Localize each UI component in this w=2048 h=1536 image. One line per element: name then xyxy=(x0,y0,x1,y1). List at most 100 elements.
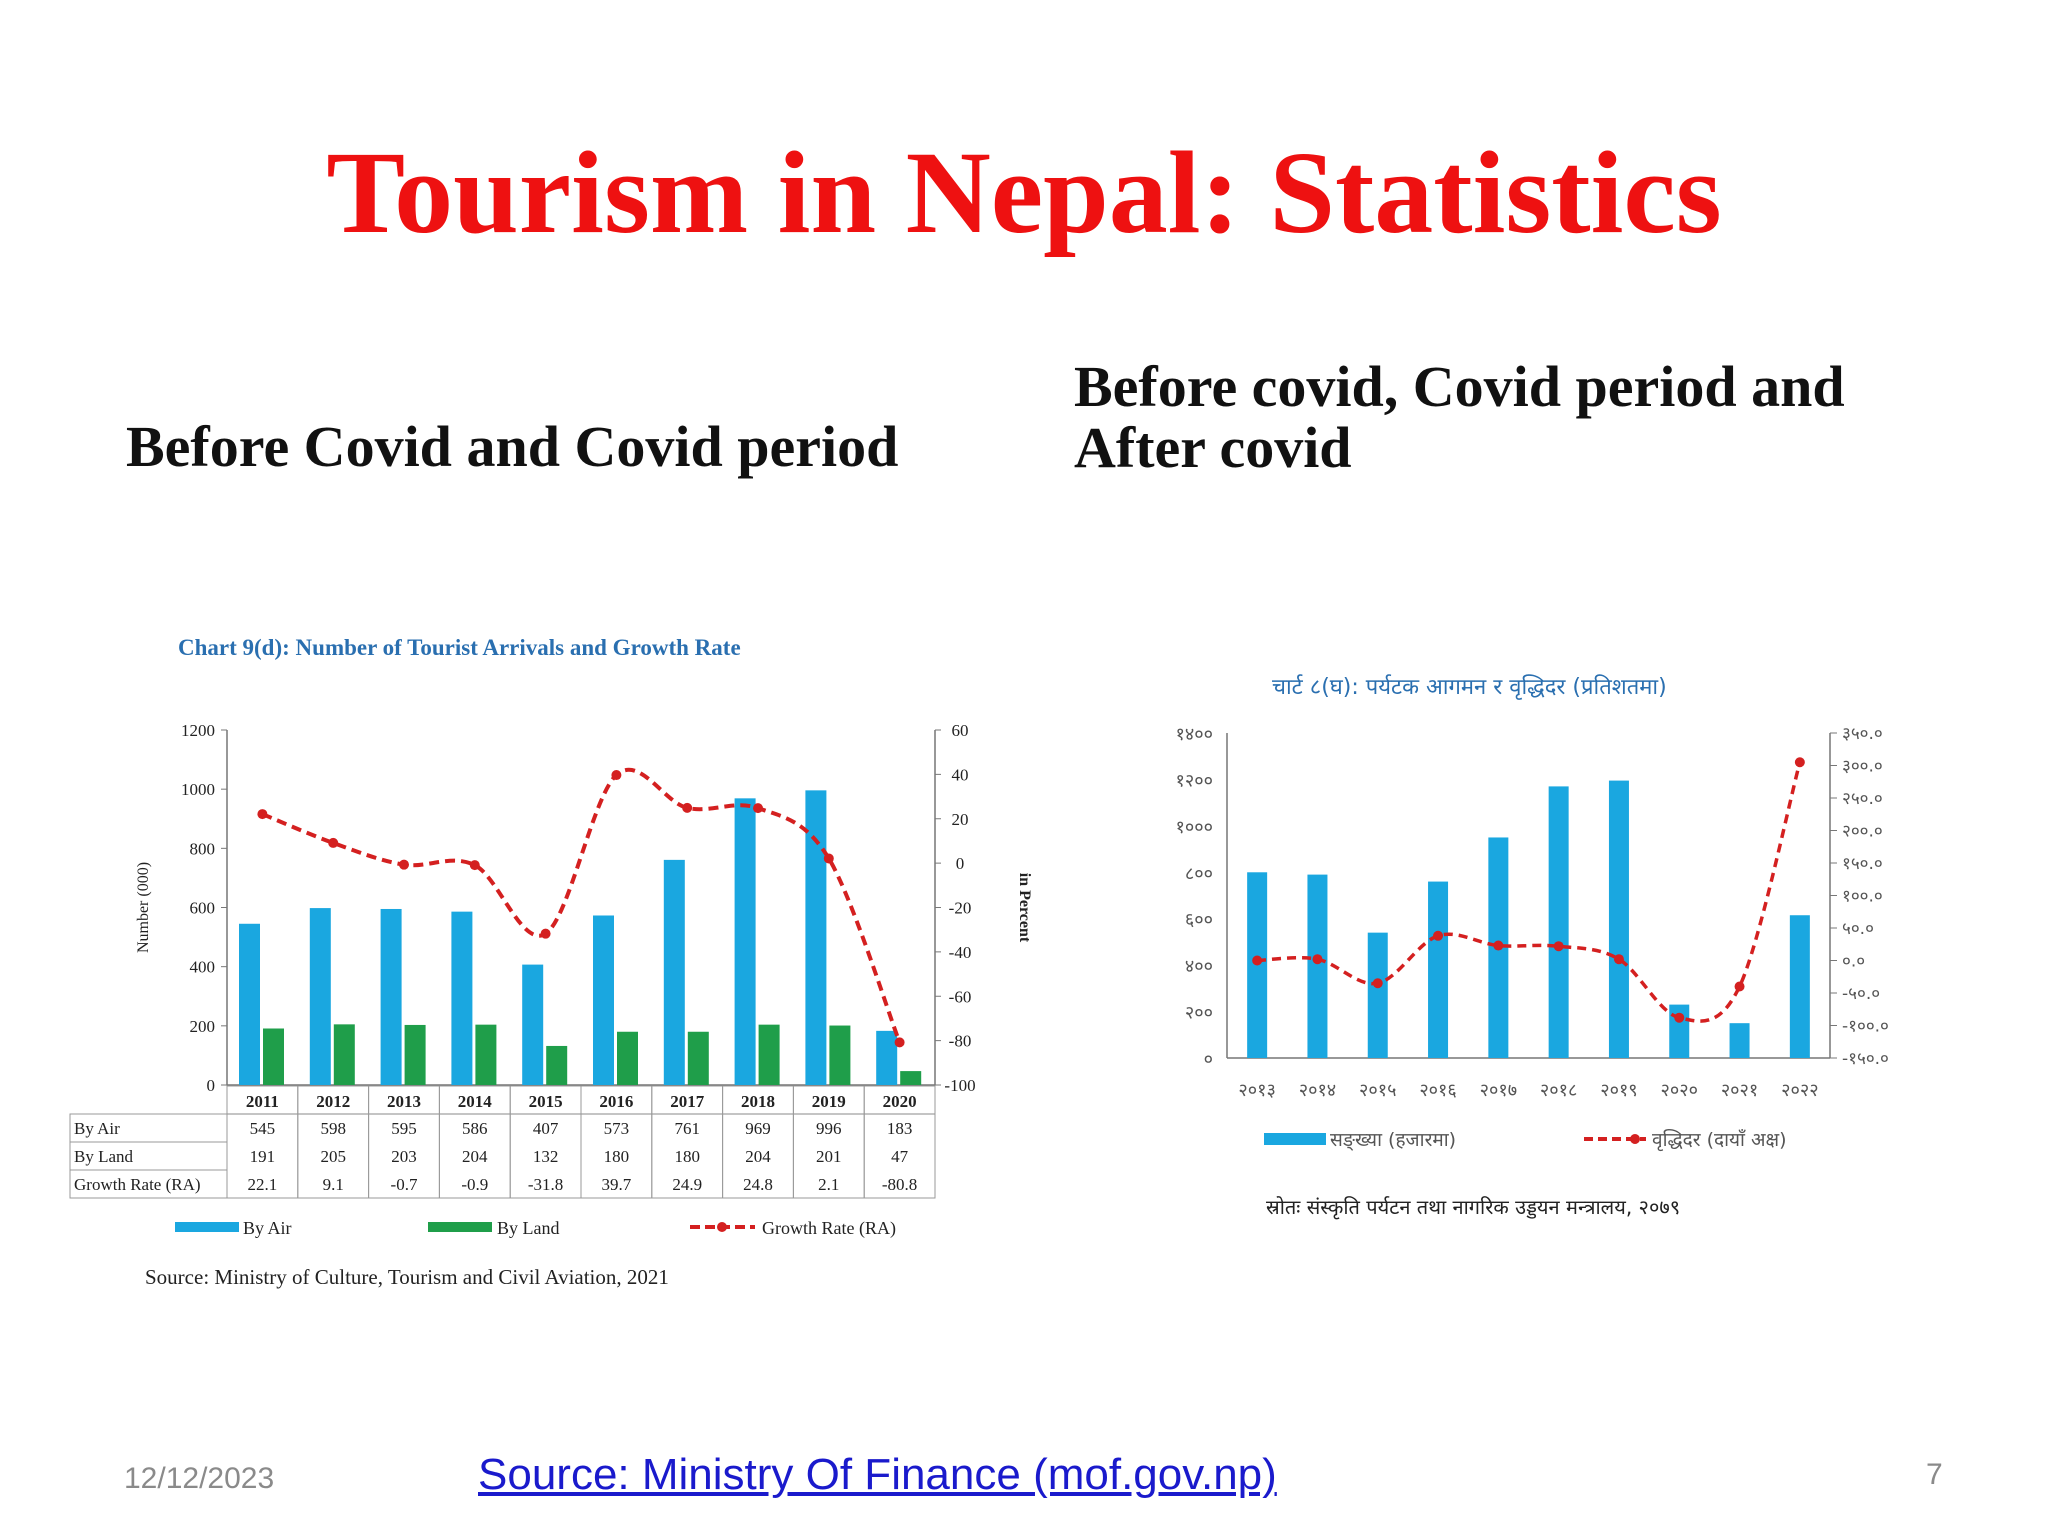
bar-by-air xyxy=(522,964,544,1085)
y2-tick-label: -60 xyxy=(949,987,972,1006)
bar-by-land xyxy=(829,1025,851,1085)
y2-tick-label: २००.० xyxy=(1842,822,1883,842)
x-tick-label: २०२२ xyxy=(1781,1080,1818,1101)
bar-by-air xyxy=(451,911,473,1085)
table-cell: -0.7 xyxy=(391,1175,418,1194)
bar-count xyxy=(1608,780,1629,1058)
table-cell: 573 xyxy=(604,1119,630,1138)
y2-tick-label: -20 xyxy=(949,899,972,918)
growth-rate-line xyxy=(261,767,902,1044)
y2-tick-label: 20 xyxy=(952,810,969,829)
y2-tick-label: -80 xyxy=(949,1032,972,1051)
table-cell: 407 xyxy=(533,1119,559,1138)
page-number: 7 xyxy=(1926,1458,1943,1491)
y2-tick-label: -१००.० xyxy=(1842,1017,1889,1037)
y2-tick-label: १५०.० xyxy=(1842,854,1883,874)
bar-by-land xyxy=(404,1024,426,1085)
y-tick-label: 400 xyxy=(190,958,216,977)
growth-rate-point xyxy=(611,770,622,781)
bar-count xyxy=(1729,1023,1750,1058)
legend-label-growth: वृद्धिदर (दायाँ अक्ष) xyxy=(1652,1128,1787,1152)
growth-rate-point xyxy=(1312,954,1323,965)
y-tick-label: 1000 xyxy=(181,780,215,799)
chart-title: Chart 9(d): Number of Tourist Arrivals a… xyxy=(178,635,741,660)
chart-tourist-arrivals-after-covid: चार्ट ८(घ): पर्यटक आगमन र वृद्धिदर (प्रत… xyxy=(1176,674,1889,1220)
table-year-label: 2011 xyxy=(246,1092,279,1111)
table-cell: 595 xyxy=(391,1119,417,1138)
chart-title: चार्ट ८(घ): पर्यटक आगमन र वृद्धिदर (प्रत… xyxy=(1272,674,1667,700)
growth-rate-point xyxy=(1674,1012,1685,1023)
table-cell: -80.8 xyxy=(882,1175,917,1194)
growth-rate-point xyxy=(753,803,763,814)
table-cell: 24.9 xyxy=(672,1175,702,1194)
table-cell: 598 xyxy=(320,1119,346,1138)
y-tick-label: 800 xyxy=(190,839,216,858)
growth-rate-point xyxy=(1372,978,1383,989)
bar-by-land xyxy=(263,1028,284,1085)
table-cell: 39.7 xyxy=(602,1175,632,1194)
bar-by-land xyxy=(333,1024,355,1085)
y-tick-label: ० xyxy=(1204,1049,1213,1070)
y-tick-label: 0 xyxy=(207,1076,216,1095)
bar-by-land xyxy=(900,1071,922,1085)
x-tick-label: २०२० xyxy=(1661,1080,1698,1101)
bar-count xyxy=(1307,874,1328,1058)
bar-by-air xyxy=(805,790,827,1085)
y-tick-label: 1200 xyxy=(181,721,215,740)
table-cell: 183 xyxy=(887,1119,913,1138)
growth-rate-point xyxy=(1794,757,1805,768)
table-cell: 545 xyxy=(250,1119,276,1138)
y-tick-label: १४०० xyxy=(1176,724,1213,745)
table-cell: 205 xyxy=(320,1147,346,1166)
bar-count xyxy=(1428,881,1449,1058)
bar-by-air xyxy=(593,915,614,1085)
subtitle-right: Before covid, Covid period and After cov… xyxy=(1074,354,1845,481)
legend-marker-growth-rate xyxy=(717,1222,727,1232)
table-year-label: 2015 xyxy=(529,1092,563,1111)
bar-by-land xyxy=(758,1024,780,1085)
table-cell: -0.9 xyxy=(461,1175,488,1194)
y-tick-label: 600 xyxy=(190,899,216,918)
y2-tick-label: -100 xyxy=(944,1076,975,1095)
growth-rate-point xyxy=(257,809,268,820)
table-year-label: 2017 xyxy=(670,1092,705,1111)
table-cell: 204 xyxy=(745,1147,771,1166)
bar-by-land xyxy=(546,1045,568,1085)
legend-label-by-land: By Land xyxy=(497,1218,560,1238)
x-tick-label: २०२१ xyxy=(1721,1080,1758,1101)
chart-source: स्रोतः संस्कृति पर्यटन तथा नागरिक उड्डयन… xyxy=(1266,1195,1680,1220)
table-row-label: By Land xyxy=(74,1147,134,1166)
table-cell: 203 xyxy=(391,1147,417,1166)
y-tick-label: १००० xyxy=(1176,817,1213,838)
legend-marker-growth xyxy=(1630,1134,1640,1144)
table-year-label: 2014 xyxy=(458,1092,493,1111)
footer-source-link[interactable]: Source: Ministry Of Finance (mof.gov.np) xyxy=(478,1450,1277,1499)
legend-label-count: सङ्ख्या (हजारमा) xyxy=(1330,1129,1456,1151)
y2-tick-label: ३५०.० xyxy=(1842,724,1883,744)
table-cell: 586 xyxy=(462,1119,488,1138)
legend-swatch-count xyxy=(1264,1133,1326,1145)
y2-tick-label: ५०.० xyxy=(1842,919,1874,939)
growth-rate-point xyxy=(328,837,339,848)
table-cell: 201 xyxy=(816,1147,842,1166)
growth-rate-point xyxy=(1734,981,1745,992)
growth-rate-point xyxy=(1252,955,1263,966)
chart-source: Source: Ministry of Culture, Tourism and… xyxy=(145,1265,669,1289)
table-cell: 2.1 xyxy=(818,1175,839,1194)
y2-tick-label: 0 xyxy=(956,854,965,873)
table-year-label: 2020 xyxy=(883,1092,917,1111)
table-cell: 9.1 xyxy=(323,1175,344,1194)
bar-by-air xyxy=(239,923,260,1085)
growth-rate-point xyxy=(1553,941,1564,952)
chart-tourist-arrivals-before-covid: Chart 9(d): Number of Tourist Arrivals a… xyxy=(69,635,1033,1289)
x-tick-label: २०१३ xyxy=(1238,1080,1275,1101)
growth-rate-point xyxy=(469,860,480,871)
table-year-label: 2016 xyxy=(599,1092,633,1111)
bar-by-air xyxy=(309,908,331,1085)
y2-tick-label: -40 xyxy=(949,943,972,962)
growth-rate-point xyxy=(682,802,693,813)
bar-count xyxy=(1367,932,1388,1058)
table-year-label: 2018 xyxy=(741,1092,775,1111)
bar-by-air xyxy=(734,798,756,1085)
y2-tick-label: 60 xyxy=(952,721,969,740)
